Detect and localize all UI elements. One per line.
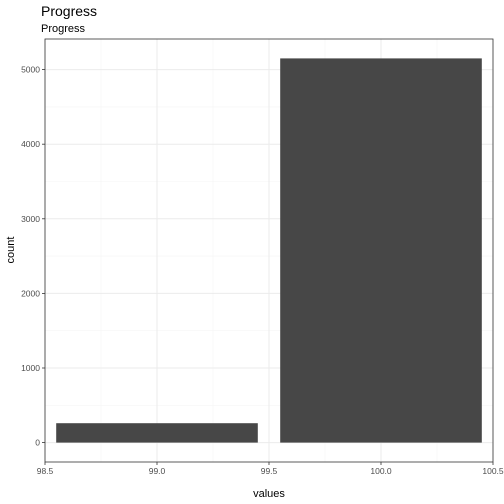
chart-title: Progress — [41, 3, 97, 19]
x-axis-title: values — [253, 488, 285, 500]
y-axis: 0 1000 2000 3000 4000 5000 — [21, 65, 45, 448]
x-tick-label: 99.5 — [261, 466, 278, 476]
y-tick-label: 3000 — [21, 214, 40, 224]
x-tick-label: 99.0 — [149, 466, 166, 476]
y-tick-label: 1000 — [21, 363, 40, 373]
y-tick-label: 5000 — [21, 65, 40, 75]
y-axis-title: count — [5, 237, 17, 264]
x-axis: 98.5 99.0 99.5 100.0 100.5 — [37, 462, 504, 476]
bar-0 — [56, 423, 258, 443]
chart-subtitle: Progress — [41, 23, 86, 35]
x-tick-label: 100.5 — [482, 466, 504, 476]
bars-layer — [56, 58, 482, 443]
x-tick-label: 98.5 — [37, 466, 54, 476]
x-tick-label: 100.0 — [370, 466, 392, 476]
bar-1 — [280, 58, 482, 443]
y-tick-label: 0 — [35, 438, 40, 448]
y-tick-label: 4000 — [21, 139, 40, 149]
y-tick-label: 2000 — [21, 288, 40, 298]
